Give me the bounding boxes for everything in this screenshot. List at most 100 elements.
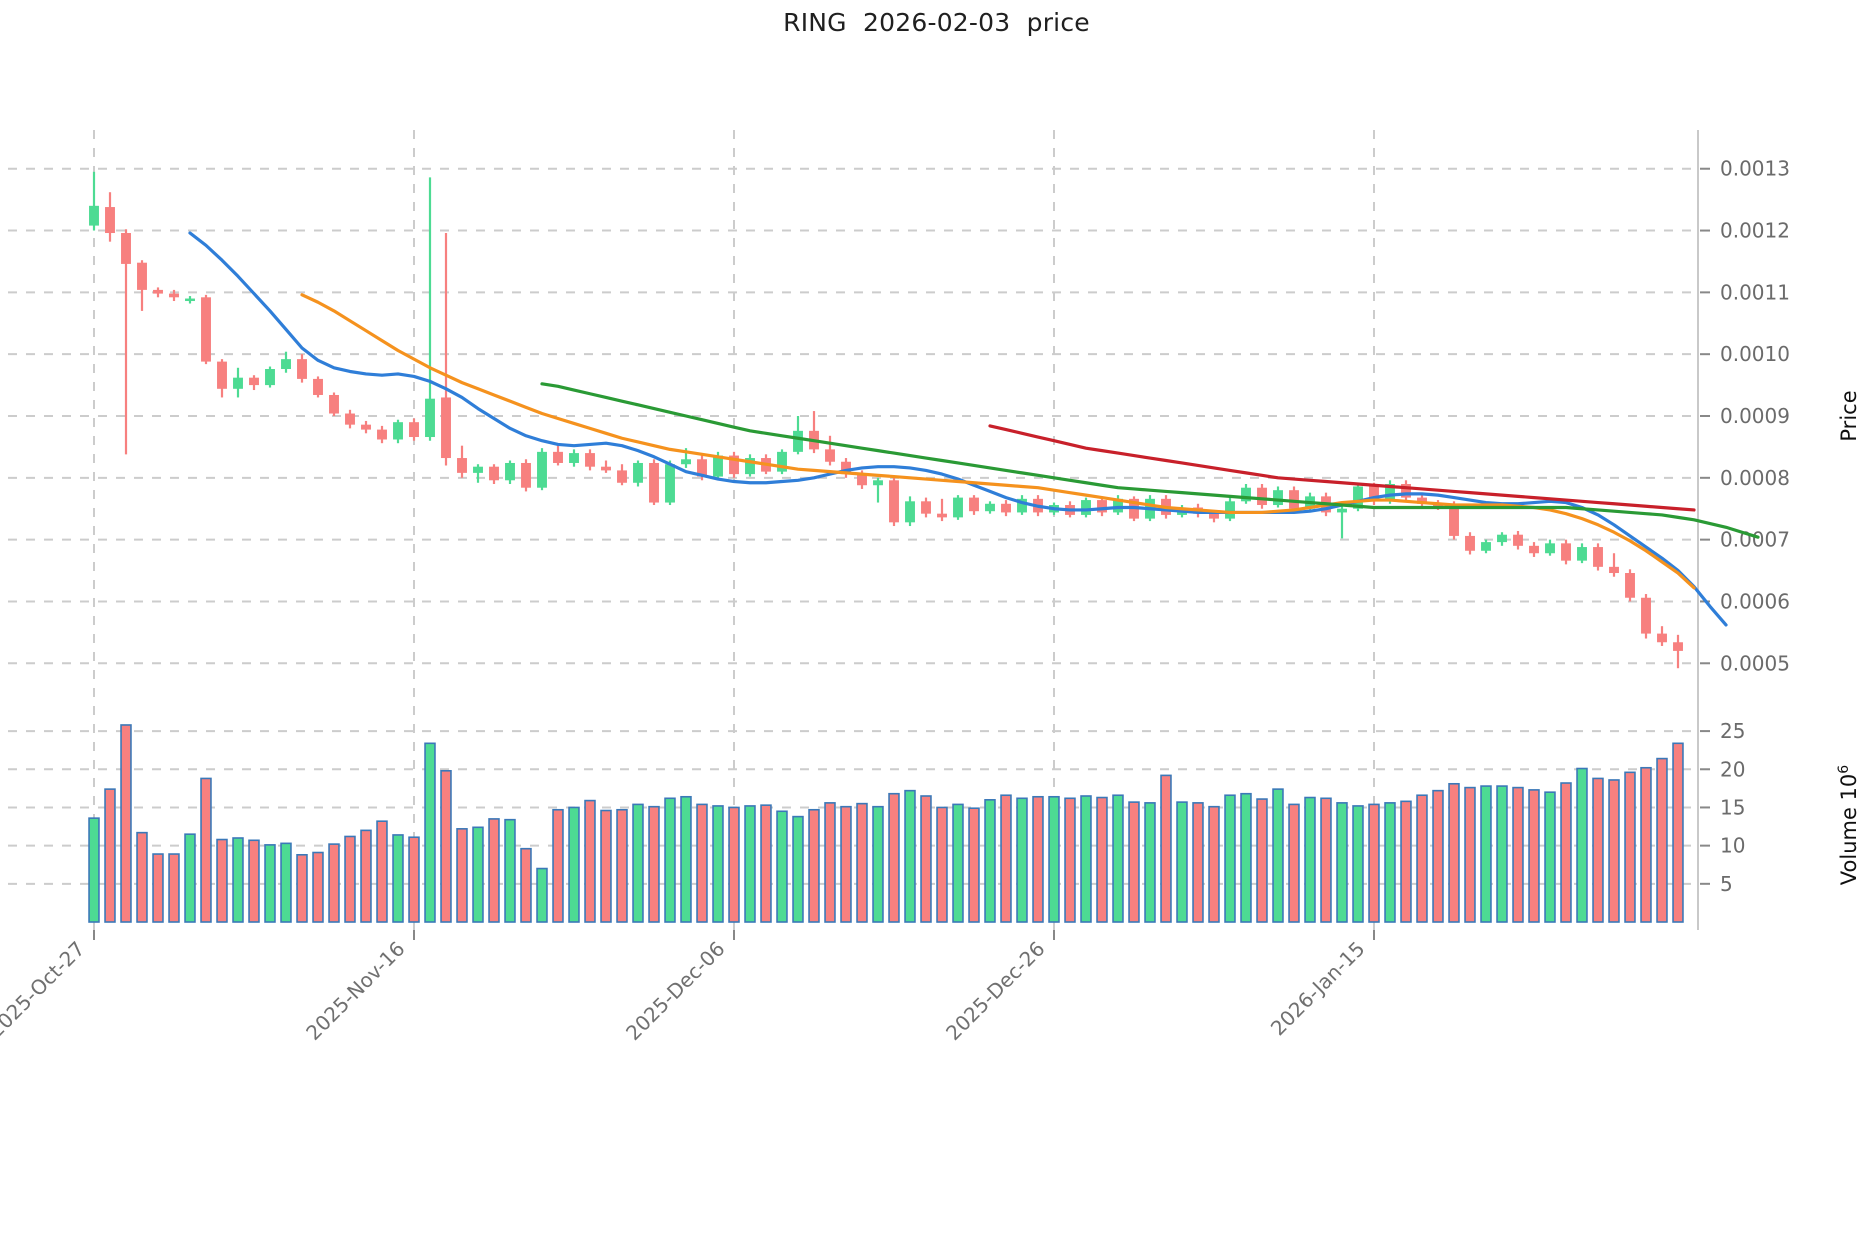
volume-bar (1064, 797, 1076, 923)
volume-bar (1432, 789, 1444, 923)
candle-body (1113, 498, 1123, 513)
price-tick-label: 0.0010 (1720, 342, 1790, 366)
volume-bar (1560, 782, 1572, 923)
x-tick-label: 2025-Nov-16 (301, 937, 409, 1045)
candle-body (1529, 545, 1539, 554)
candle-body (1353, 486, 1363, 509)
volume-bar (1240, 792, 1252, 923)
candle-body (953, 497, 963, 518)
ma-line (988, 424, 1696, 512)
price-tick-label: 0.0009 (1720, 404, 1790, 428)
volume-axis-label: Volume 106 (1836, 765, 1861, 886)
candle-body (137, 262, 147, 290)
candle-body (425, 398, 435, 438)
candle-body (105, 207, 115, 234)
volume-bar (408, 836, 420, 923)
volume-bar (440, 769, 452, 923)
volume-bar (1528, 789, 1540, 923)
candle-body (1241, 487, 1251, 502)
volume-bar (216, 838, 228, 923)
candle-body (1273, 490, 1283, 506)
volume-bar (872, 805, 884, 923)
candle-body (1497, 534, 1507, 543)
candle-body (1673, 642, 1683, 651)
volume-bar (600, 809, 612, 923)
volume-bar (584, 799, 596, 923)
candle-body (1449, 506, 1459, 536)
candle-body (185, 298, 195, 302)
candle-body (153, 289, 163, 294)
candle-body (313, 378, 323, 395)
volume-bar (1032, 795, 1044, 923)
candle-body (1481, 542, 1491, 551)
volume-bar (920, 795, 932, 923)
candle-body (649, 462, 659, 503)
candle-body (281, 359, 291, 370)
volume-bar (472, 826, 484, 923)
price-tick-label: 0.0006 (1720, 589, 1790, 613)
volume-bar (456, 828, 468, 923)
volume-bar (136, 831, 148, 923)
candle-body (889, 480, 899, 523)
volume-bar (152, 853, 164, 923)
volume-bar (632, 803, 644, 923)
candle-body (345, 413, 355, 425)
volume-bar (1368, 803, 1380, 923)
volume-bar (824, 802, 836, 923)
volume-bar (312, 851, 324, 923)
volume-bar (728, 806, 740, 923)
candle-body (681, 459, 691, 465)
ma-line (540, 382, 1760, 539)
volume-bar (1464, 786, 1476, 923)
volume-bar (1448, 782, 1460, 923)
x-tick-label: 2026-Jan-15 (1266, 937, 1370, 1041)
candle-body (1625, 573, 1635, 598)
candle-body (1545, 543, 1555, 554)
volume-tick-label: 20 (1720, 757, 1745, 781)
candle-body (1001, 503, 1011, 513)
candle-body (393, 422, 403, 440)
price-axis-label: Price (1837, 390, 1861, 441)
x-tick-label-group: 2025-Dec-26 (941, 937, 1050, 1046)
x-tick-label-group: 2025-Dec-06 (621, 937, 730, 1046)
candle-body (601, 466, 611, 471)
candle-body (457, 458, 467, 473)
candle-body (729, 455, 739, 475)
volume-bar (1128, 801, 1140, 923)
candle-body (825, 449, 835, 462)
volume-bar (856, 802, 868, 923)
candle-body (1577, 547, 1587, 561)
volume-bar (792, 815, 804, 923)
candle-body (1257, 487, 1267, 506)
candle-body (409, 422, 419, 438)
volume-bar (1640, 766, 1652, 923)
volume-axis-label-group: Volume 106 (1836, 765, 1861, 886)
volume-bar (120, 724, 132, 923)
ma-line (300, 293, 1696, 590)
price-tick-label: 0.0005 (1720, 651, 1790, 675)
volume-bar (952, 803, 964, 923)
volume-bar (840, 805, 852, 923)
candle-body (537, 451, 547, 488)
volume-bar (184, 833, 196, 923)
price-tick-label: 0.0013 (1720, 157, 1790, 181)
candle-body (937, 513, 947, 518)
candle-body (1225, 501, 1235, 519)
volume-tick-label: 15 (1720, 795, 1745, 819)
volume-bar (1000, 794, 1012, 923)
candle-body (985, 503, 995, 512)
volume-bar (696, 803, 708, 923)
volume-bar (1544, 791, 1556, 923)
volume-bar (888, 792, 900, 923)
ma-line (188, 231, 1728, 627)
candle-body (489, 466, 499, 481)
volume-bar (1576, 767, 1588, 923)
candle-body (553, 451, 563, 463)
candle-body (329, 394, 339, 414)
candle-body (1641, 597, 1651, 634)
volume-bar (1656, 757, 1668, 923)
candle-body (233, 377, 243, 389)
candle-body (857, 474, 867, 486)
